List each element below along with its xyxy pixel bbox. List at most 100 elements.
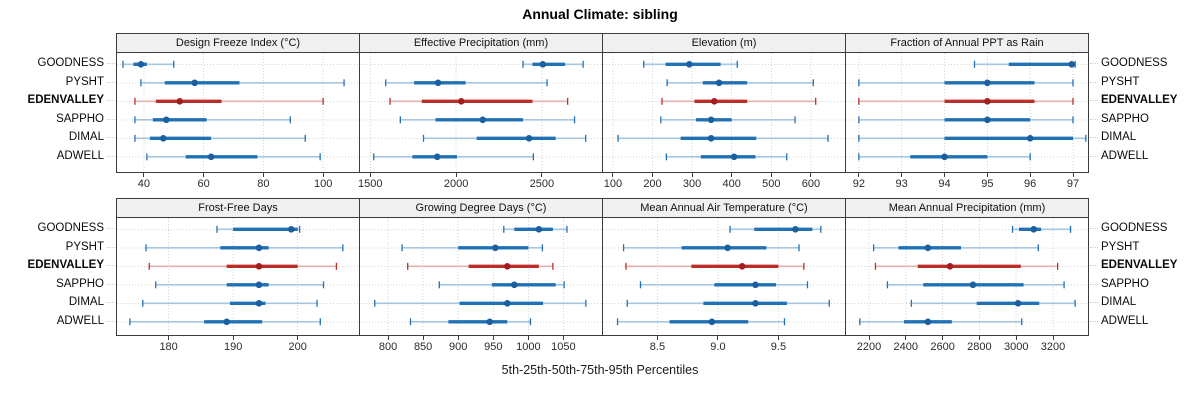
median-dot — [504, 300, 511, 307]
panel-title: Design Freeze Index (°C) — [175, 37, 301, 49]
row-label-leader — [107, 283, 115, 285]
axis-tick-mark — [297, 336, 299, 340]
median-dot — [924, 244, 932, 252]
row-label-leader — [1090, 63, 1098, 65]
axis-tick-label: 2500 — [529, 178, 555, 190]
median-dot — [255, 300, 263, 307]
axis-tick-label: 500 — [762, 178, 781, 190]
median-dot — [486, 318, 494, 326]
panel-strip: Growing Degree Days (°C) — [359, 198, 603, 217]
axis-tick-mark — [232, 336, 234, 340]
axis-tick-mark — [770, 173, 772, 177]
median-dot — [730, 153, 738, 161]
row-label-goodness: GOODNESS — [1101, 222, 1168, 235]
axis-tick-mark — [858, 173, 860, 177]
median-dot — [504, 263, 511, 270]
chart-title: Annual Climate: sibling — [522, 6, 678, 22]
row-label-leader — [1090, 320, 1098, 322]
row-label-column-right: GOODNESS PYSHT EDENVALLEY SAPPHO DIMAL ADWELL — [1089, 217, 1200, 336]
row-label-sappho: SAPPHO — [1101, 112, 1149, 125]
median-dot — [1014, 300, 1022, 307]
axis-tick-label: 400 — [722, 178, 741, 190]
axis-row: 800 850 900 950 1000 1050 — [359, 336, 603, 356]
axis-row: 2200 2400 2600 2800 3000 3200 — [845, 336, 1089, 356]
median-dot — [715, 79, 723, 87]
axis-tick-mark — [143, 173, 145, 177]
median-dot — [984, 98, 991, 105]
axis-tick-label: 80 — [257, 178, 270, 190]
panel-canvas — [360, 218, 602, 335]
row-label-goodness: GOODNESS — [37, 57, 104, 70]
axis-tick-label: 2600 — [930, 341, 955, 353]
median-dot — [1030, 226, 1038, 233]
axis-tick-label: 40 — [137, 178, 150, 190]
axis-tick-mark — [978, 336, 980, 340]
median-dot — [255, 244, 263, 252]
row-label-leader — [107, 81, 115, 83]
axis-tick-mark — [369, 173, 371, 177]
axis-tick-label: 94 — [938, 178, 951, 190]
median-dot — [941, 153, 948, 161]
panel-plot — [602, 217, 846, 336]
axis-tick-mark — [717, 336, 719, 340]
median-dot — [984, 79, 991, 87]
panel-title: Frost-Free Days — [198, 202, 278, 214]
axis-tick-label: 200 — [288, 341, 307, 353]
panel-canvas — [117, 53, 359, 172]
panel-plot — [359, 217, 603, 336]
row-label-pysht: PYSHT — [65, 240, 104, 253]
panel-strip: Effective Precipitation (mm) — [359, 33, 603, 52]
axis-tick-mark — [322, 173, 324, 177]
axis-tick-label: 200 — [643, 178, 662, 190]
panel-canvas — [846, 218, 1088, 335]
median-dot — [525, 135, 533, 142]
panel-plot — [845, 52, 1089, 173]
panel-strip: Mean Annual Precipitation (mm) — [845, 198, 1089, 217]
median-dot — [207, 153, 215, 161]
axis-tick-label: 9.5 — [770, 341, 787, 353]
row-label-dimal: DIMAL — [1101, 296, 1137, 309]
axis-tick-label: 600 — [801, 178, 821, 190]
row-label-edenvalley: EDENVALLEY — [1101, 259, 1178, 272]
axis-tick-label: 8.5 — [649, 341, 666, 353]
median-dot — [1068, 61, 1076, 68]
row-label-leader — [1090, 100, 1098, 102]
axis-tick-label: 100 — [313, 178, 333, 190]
median-dot — [511, 281, 518, 289]
axis-tick-mark — [455, 173, 457, 177]
panel-plot — [116, 217, 360, 336]
median-dot — [255, 263, 263, 270]
panel-strip: Frost-Free Days — [116, 198, 360, 217]
panel-title: Elevation (m) — [691, 37, 757, 49]
row-label-edenvalley: EDENVALLEY — [1101, 94, 1178, 107]
row-label-sappho: SAPPHO — [56, 112, 104, 125]
row-label-leader — [107, 100, 115, 102]
axis-tick-label: 190 — [223, 341, 243, 353]
median-dot — [724, 244, 731, 252]
axis-tick-mark — [777, 336, 779, 340]
axis-tick-mark — [1072, 173, 1074, 177]
row-label-column-left: GOODNESS PYSHT EDENVALLEY SAPPHO DIMAL ADWELL — [0, 217, 116, 336]
panel-canvas — [603, 53, 845, 172]
row-label-dimal: DIMAL — [68, 131, 104, 144]
panel-strip: Elevation (m) — [602, 33, 846, 52]
axis-tick-mark — [541, 173, 543, 177]
axis-tick-mark — [691, 173, 693, 177]
axis-tick-label: 100 — [603, 178, 623, 190]
row-label-adwell: ADWELL — [1101, 149, 1149, 162]
row-label-leader — [1090, 81, 1098, 83]
median-dot — [434, 79, 442, 87]
median-dot — [1026, 135, 1034, 142]
axis-tick-label: 97 — [1066, 178, 1080, 190]
panel-canvas — [117, 218, 359, 335]
median-dot — [752, 300, 759, 307]
panel-title: Mean Annual Precipitation (mm) — [888, 202, 1046, 214]
row-label-column-left: GOODNESS PYSHT EDENVALLEY SAPPHO DIMAL ADWELL — [0, 52, 116, 173]
axis-tick-mark — [905, 336, 907, 340]
median-dot — [752, 281, 759, 289]
row-label-sappho: SAPPHO — [56, 277, 104, 290]
axis-tick-mark — [810, 173, 812, 177]
row-label-pysht: PYSHT — [1101, 240, 1140, 253]
panel-canvas — [603, 218, 845, 335]
